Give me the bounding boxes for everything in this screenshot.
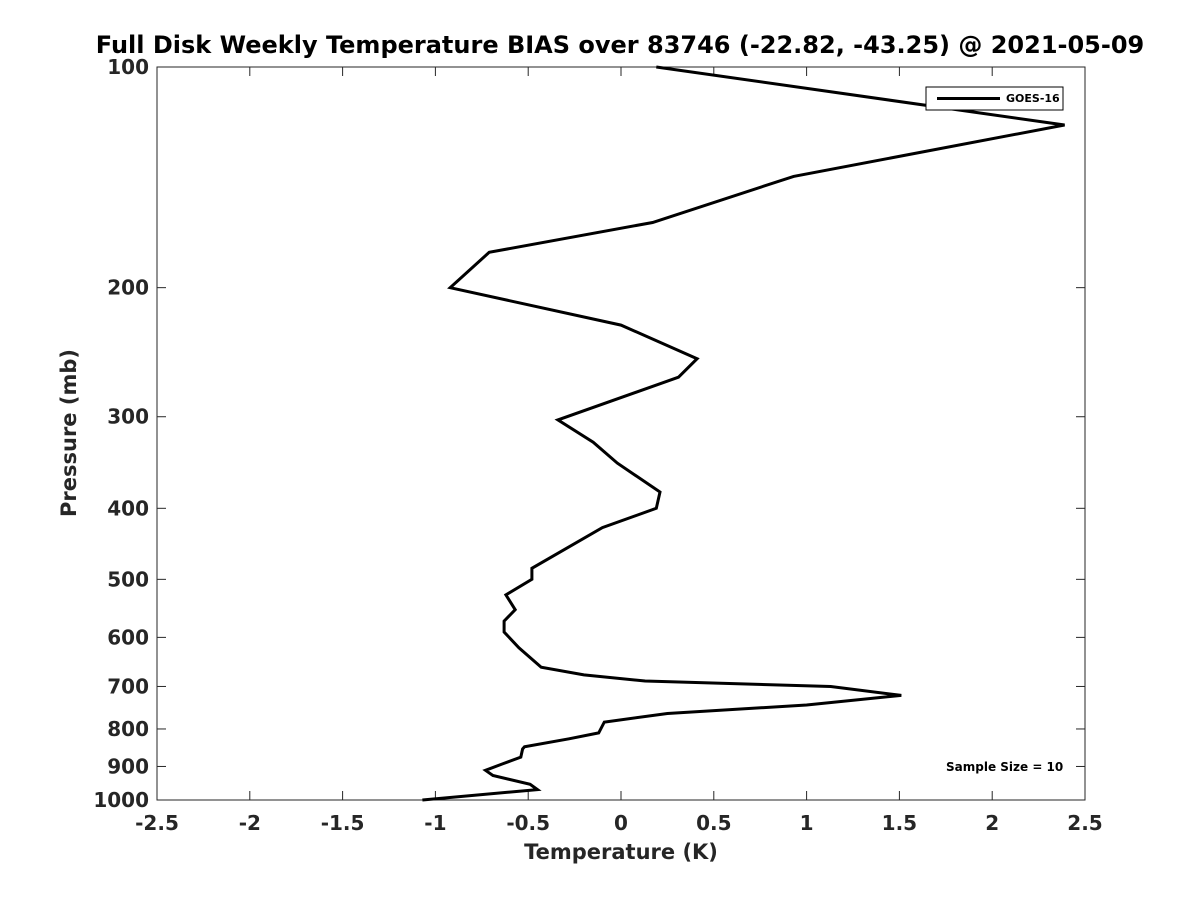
x-tick-label: 0 bbox=[614, 811, 628, 835]
x-tick-label: -0.5 bbox=[506, 811, 550, 835]
x-tick-label: 2.5 bbox=[1067, 811, 1102, 835]
y-tick-label: 600 bbox=[107, 625, 149, 649]
x-tick-label: 1 bbox=[800, 811, 814, 835]
sample-size-annotation: Sample Size = 10 bbox=[946, 760, 1063, 774]
chart-title: Full Disk Weekly Temperature BIAS over 8… bbox=[96, 31, 1144, 59]
x-tick-label: -1 bbox=[424, 811, 446, 835]
x-tick-label: 0.5 bbox=[696, 811, 731, 835]
series-line-goes-16 bbox=[422, 65, 1065, 802]
legend: GOES-16 bbox=[925, 86, 1064, 111]
plot-area bbox=[156, 66, 1086, 801]
y-tick-label: 900 bbox=[107, 754, 149, 778]
y-tick-label: 100 bbox=[107, 55, 149, 79]
y-axis-label: Pressure (mb) bbox=[57, 349, 81, 517]
y-tick-label: 500 bbox=[107, 567, 149, 591]
legend-label: GOES-16 bbox=[1006, 92, 1060, 105]
y-axis: 100 200 300 400 500 600 700 800 900 1000 bbox=[93, 55, 1085, 812]
x-tick-label: 1.5 bbox=[882, 811, 917, 835]
x-tick-label: -2 bbox=[239, 811, 261, 835]
x-tick-label: -2.5 bbox=[135, 811, 179, 835]
y-tick-label: 300 bbox=[107, 405, 149, 429]
y-tick-label: 1000 bbox=[93, 788, 149, 812]
x-tick-label: 2 bbox=[985, 811, 999, 835]
x-axis: -2.5 -2 -1.5 -1 -0.5 0 0.5 1 1.5 2 2.5 bbox=[135, 67, 1103, 835]
y-tick-label: 200 bbox=[107, 276, 149, 300]
x-tick-label: -1.5 bbox=[321, 811, 365, 835]
y-tick-label: 700 bbox=[107, 674, 149, 698]
y-tick-label: 800 bbox=[107, 717, 149, 741]
x-axis-label: Temperature (K) bbox=[524, 840, 718, 864]
y-tick-label: 400 bbox=[107, 496, 149, 520]
